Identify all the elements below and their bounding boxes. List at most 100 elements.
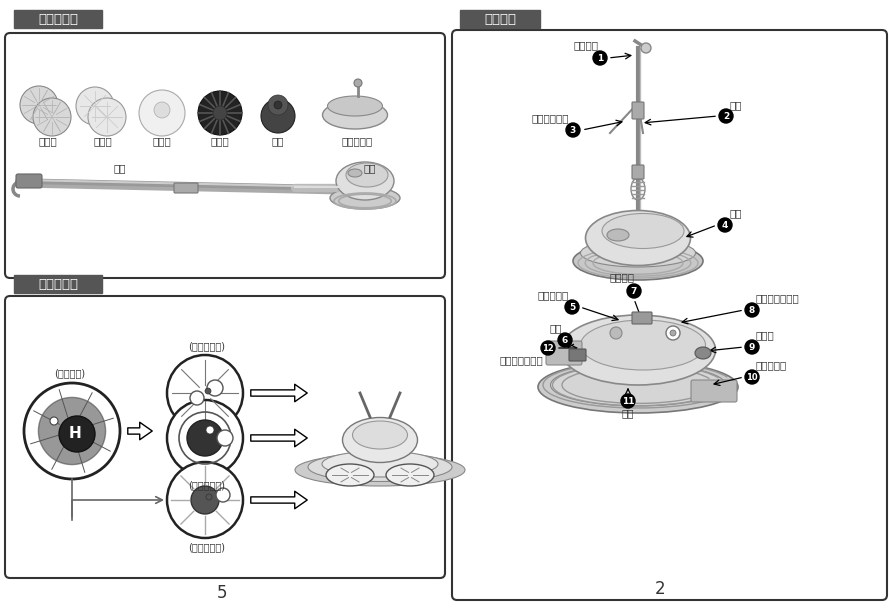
Ellipse shape [308,452,452,481]
Circle shape [558,333,572,347]
Text: 配件收藏盒: 配件收藏盒 [341,136,372,146]
Text: 本体: 本体 [730,208,742,218]
Circle shape [354,79,362,87]
Text: 除尘布: 除尘布 [38,136,58,146]
Circle shape [670,330,676,336]
Ellipse shape [538,361,738,413]
Ellipse shape [560,315,716,385]
Text: 转盘: 转盘 [621,408,634,418]
Text: 电源指示灯: 电源指示灯 [538,290,569,300]
Ellipse shape [330,187,400,209]
Text: 电源线收线扣: 电源线收线扣 [532,113,569,123]
FancyBboxPatch shape [16,174,42,188]
Ellipse shape [342,417,418,462]
Circle shape [33,98,71,136]
Text: 4: 4 [722,221,728,229]
Text: 推杆: 推杆 [730,100,742,110]
Circle shape [154,102,170,118]
Circle shape [206,426,214,434]
Text: (洗地刷装配): (洗地刷装配) [188,341,226,351]
Text: 配件装配图: 配件装配图 [38,278,78,291]
FancyBboxPatch shape [569,349,586,361]
Text: 推杆螺丝固定孔: 推杆螺丝固定孔 [755,293,798,303]
FancyBboxPatch shape [460,10,540,28]
Text: 吸水布: 吸水布 [153,136,172,146]
Ellipse shape [386,464,434,486]
Circle shape [268,95,288,115]
Circle shape [24,383,120,479]
Text: 手柄: 手柄 [549,323,562,333]
Circle shape [198,91,242,135]
Circle shape [541,341,555,355]
Ellipse shape [346,163,388,187]
Circle shape [190,391,204,405]
Ellipse shape [586,210,691,265]
Ellipse shape [327,96,382,116]
Text: H: H [68,427,82,441]
Text: (吸水布装配): (吸水布装配) [188,480,226,490]
Circle shape [610,327,622,339]
Text: 5: 5 [217,584,228,602]
FancyBboxPatch shape [546,341,582,365]
FancyBboxPatch shape [14,275,102,293]
Ellipse shape [695,347,711,359]
Ellipse shape [602,213,684,248]
Circle shape [191,486,219,514]
Circle shape [20,86,58,124]
Circle shape [187,420,223,456]
Ellipse shape [581,320,706,370]
Circle shape [167,462,243,538]
Circle shape [627,284,641,298]
Text: (附件装配): (附件装配) [54,368,85,378]
FancyBboxPatch shape [452,30,887,600]
Ellipse shape [348,169,362,177]
Text: 12: 12 [542,343,554,352]
Text: 组成部件: 组成部件 [484,12,516,26]
Circle shape [718,218,732,232]
Circle shape [59,416,95,452]
Circle shape [719,109,733,123]
FancyBboxPatch shape [691,380,737,402]
Text: 推杆控制连接口: 推杆控制连接口 [500,355,543,365]
Text: 洗地刷: 洗地刷 [211,136,229,146]
Ellipse shape [336,162,394,200]
Circle shape [641,43,651,53]
Circle shape [566,123,580,137]
FancyBboxPatch shape [174,183,198,193]
Text: 2: 2 [723,112,729,121]
Circle shape [216,488,230,502]
FancyBboxPatch shape [14,10,102,28]
Ellipse shape [323,101,388,129]
FancyBboxPatch shape [632,165,644,179]
Circle shape [139,90,185,136]
Circle shape [76,87,114,125]
Circle shape [167,400,243,476]
Text: 电源开关: 电源开关 [573,40,598,50]
Ellipse shape [581,239,695,267]
Circle shape [167,355,243,431]
Ellipse shape [295,454,465,486]
Ellipse shape [550,364,725,406]
Circle shape [213,106,227,120]
Text: 5: 5 [569,302,575,311]
Text: 11: 11 [621,397,634,406]
Text: 推杆: 推杆 [114,163,126,173]
Text: 3: 3 [570,126,576,134]
Circle shape [217,430,233,446]
Text: 10: 10 [746,373,757,381]
Circle shape [621,394,635,408]
Ellipse shape [607,229,629,241]
Text: 防水塞: 防水塞 [755,330,773,340]
Circle shape [261,99,295,133]
FancyBboxPatch shape [632,312,652,324]
Ellipse shape [322,451,438,477]
Circle shape [745,340,759,354]
Text: 1: 1 [597,53,603,63]
Circle shape [745,303,759,317]
Circle shape [666,326,680,340]
Circle shape [274,101,282,109]
Text: 本体: 本体 [364,163,376,173]
Circle shape [565,300,579,314]
Circle shape [88,98,126,136]
Text: (打蜡布装配): (打蜡布装配) [188,542,226,552]
